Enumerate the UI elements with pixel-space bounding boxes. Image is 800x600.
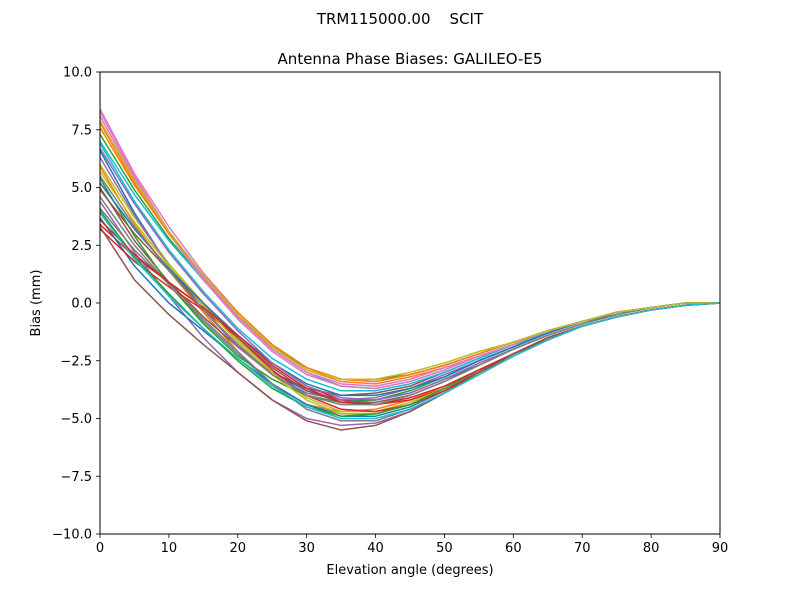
x-tick-label: 70 [574, 541, 591, 556]
x-tick-label: 60 [505, 541, 522, 556]
y-tick-label: −7.5 [60, 470, 92, 485]
x-tick-label: 10 [161, 541, 178, 556]
x-tick-label: 80 [643, 541, 660, 556]
y-tick-label: 2.5 [71, 239, 92, 254]
series-line-29 [100, 119, 720, 380]
y-tick-label: −10.0 [52, 528, 92, 543]
chart-title: Antenna Phase Biases: GALILEO-E5 [278, 50, 543, 68]
y-axis: 10.0 7.5 5.0 2.5 0.0 −2.5 −5.0 −7.5 −10.0 [52, 66, 100, 543]
x-tick-label: 50 [436, 541, 453, 556]
x-tick-label: 40 [367, 541, 384, 556]
series-line-30 [100, 212, 720, 420]
x-tick-label: 30 [298, 541, 315, 556]
y-axis-label: Bias (mm) [29, 270, 44, 337]
x-axis-label: Elevation angle (degrees) [326, 563, 493, 578]
x-tick-label: 20 [230, 541, 247, 556]
figure-suptitle: TRM115000.00 SCIT [316, 10, 484, 28]
x-tick-label: 90 [712, 541, 729, 556]
series-line-28 [100, 175, 720, 406]
x-axis: 0 10 20 30 40 50 60 70 80 90 [96, 534, 728, 556]
x-tick-label: 0 [96, 541, 104, 556]
y-tick-label: 0.0 [71, 297, 92, 312]
series-layer [100, 108, 720, 431]
y-tick-label: 10.0 [63, 66, 92, 81]
y-tick-label: −2.5 [60, 354, 92, 369]
y-tick-label: −5.0 [60, 412, 92, 427]
y-tick-label: 7.5 [71, 123, 92, 138]
y-tick-label: 5.0 [71, 181, 92, 196]
